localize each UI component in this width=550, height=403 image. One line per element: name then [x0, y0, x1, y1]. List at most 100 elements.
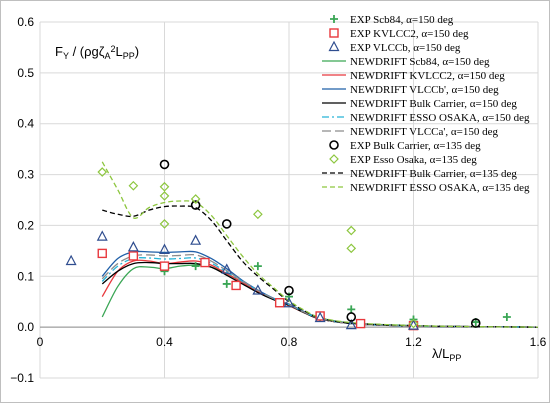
data-point [159, 243, 170, 254]
y-axis-ticks: −0.1 0.0 0.1 0.2 0.3 0.4 0.5 0.6 [10, 15, 34, 385]
legend-label: NEWDRIFT Scb84, α=150 deg [350, 56, 490, 68]
legend-label: EXP Esso Osaka, α=135 deg [350, 154, 477, 166]
x-tick-label: 1.2 [405, 335, 422, 349]
data-point [127, 241, 139, 252]
data-point [221, 263, 233, 274]
data-point [65, 254, 77, 266]
data-point [346, 225, 357, 236]
legend-label: NEWDRIFT VLCCa', α=150 deg [350, 126, 498, 138]
data-point [253, 209, 263, 220]
y-tick-label: 0.6 [17, 15, 34, 29]
legend-label: NEWDRIFT KVLCC2, α=150 deg [350, 70, 505, 82]
legend-entry: NEWDRIFT ESSO OSAKA, α=135 deg [322, 182, 530, 194]
data-point [346, 243, 357, 254]
data-point [191, 262, 200, 271]
x-axis-label: λ/LPP [432, 346, 461, 363]
data-point [222, 279, 231, 288]
legend-label: NEWDRIFT ESSO OSAKA, α=135 deg [350, 182, 530, 194]
data-point [283, 296, 295, 308]
y-label-part: PP [123, 51, 135, 61]
data-point [314, 311, 326, 323]
y-label-part: 2 [111, 44, 116, 54]
data-point [221, 219, 232, 229]
data-point [159, 159, 170, 170]
x-tick-label: 1.6 [530, 335, 547, 349]
x-label-main: λ/L [432, 346, 449, 361]
data-point [190, 234, 202, 245]
legend-entry: NEWDRIFT Scb84, α=150 deg [322, 56, 490, 68]
data-point [159, 181, 170, 192]
data-point [274, 298, 285, 308]
y-label-part: Y [63, 51, 69, 61]
legend-label: EXP VLCCb, α=150 deg [350, 42, 461, 54]
legend-marker-swatch [328, 40, 340, 52]
y-label-part: / (ρgζ [69, 44, 105, 59]
y-label-part: A [105, 51, 111, 61]
y-tick-label: 0.4 [17, 117, 34, 131]
data-point [128, 251, 139, 261]
legend-label: EXP KVLCC2, α=150 deg [350, 28, 469, 40]
data-point [470, 318, 481, 328]
legend-label: NEWDRIFT Bulk Carrier, α=135 deg [350, 168, 517, 180]
x-tick-label: 0.8 [281, 335, 298, 349]
x-tick-label: 0 [37, 335, 44, 349]
data-point [190, 194, 201, 204]
data-point [284, 285, 294, 296]
legend-marker-swatch [329, 154, 339, 164]
legend-entry: NEWDRIFT KVLCC2, α=150 deg [322, 70, 505, 82]
data-point [200, 257, 210, 268]
legend-label: NEWDRIFT ESSO OSAKA, α=150 deg [350, 112, 530, 124]
data-point [159, 261, 170, 271]
legend-label: EXP Scb84, α=150 deg [350, 14, 454, 26]
data-point [159, 219, 170, 229]
experiment-markers [65, 159, 511, 331]
data-point [128, 180, 139, 191]
data-point [231, 280, 241, 291]
legend-entry: EXP KVLCC2, α=150 deg [329, 28, 469, 40]
legend-entry: NEWDRIFT ESSO OSAKA, α=150 deg [322, 112, 530, 124]
y-tick-label: 0.1 [17, 269, 34, 283]
legend-entry: EXP VLCCb, α=150 deg [328, 40, 461, 54]
data-point [97, 248, 107, 259]
data-point [345, 318, 357, 330]
x-label-sub: PP [449, 353, 461, 363]
y-label-part: L [116, 44, 123, 59]
legend-entry: NEWDRIFT VLCCa', α=150 deg [322, 126, 498, 138]
legend-entry: EXP Esso Osaka, α=135 deg [329, 154, 477, 166]
data-point [347, 305, 356, 314]
data-point [346, 312, 357, 322]
data-point [253, 262, 262, 271]
y-tick-label: 0.3 [17, 168, 34, 182]
data-point [502, 312, 511, 321]
legend-marker-swatch [330, 15, 338, 23]
series-line [102, 205, 539, 328]
legend-entry: NEWDRIFT Bulk Carrier, α=135 deg [322, 168, 517, 180]
y-label-part: ) [135, 44, 139, 59]
y-axis-label: FY / (ρgζA2LPP) [55, 44, 139, 61]
data-point [252, 284, 264, 295]
legend: EXP Scb84, α=150 deg EXP KVLCC2, α=150 de… [322, 14, 530, 194]
legend-label: NEWDRIFT VLCCb', α=150 deg [350, 84, 499, 96]
legend-entry: EXP Bulk Carrier, α=135 deg [329, 140, 481, 152]
legend-marker-swatch [329, 28, 339, 38]
y-tick-label: 0.0 [17, 320, 34, 334]
y-tick-label: 0.5 [17, 66, 34, 80]
data-point [159, 191, 170, 201]
y-label-part: F [55, 44, 63, 59]
y-tick-label: 0.2 [17, 218, 34, 232]
data-point [355, 318, 366, 329]
data-point [96, 230, 108, 241]
model-curves [101, 161, 539, 328]
y-tick-label: −0.1 [10, 371, 34, 385]
data-point [97, 167, 108, 177]
x-tick-label: 0.4 [156, 335, 173, 349]
data-point [408, 318, 419, 329]
legend-entry: NEWDRIFT Bulk Carrier, α=150 deg [322, 98, 517, 110]
legend-label: NEWDRIFT Bulk Carrier, α=150 deg [350, 98, 517, 110]
legend-label: EXP Bulk Carrier, α=135 deg [350, 140, 481, 152]
legend-marker-swatch [329, 140, 339, 150]
legend-entry: EXP Scb84, α=150 deg [330, 14, 454, 26]
x-axis-ticks: 0 0.4 0.8 1.2 1.6 [37, 335, 547, 349]
